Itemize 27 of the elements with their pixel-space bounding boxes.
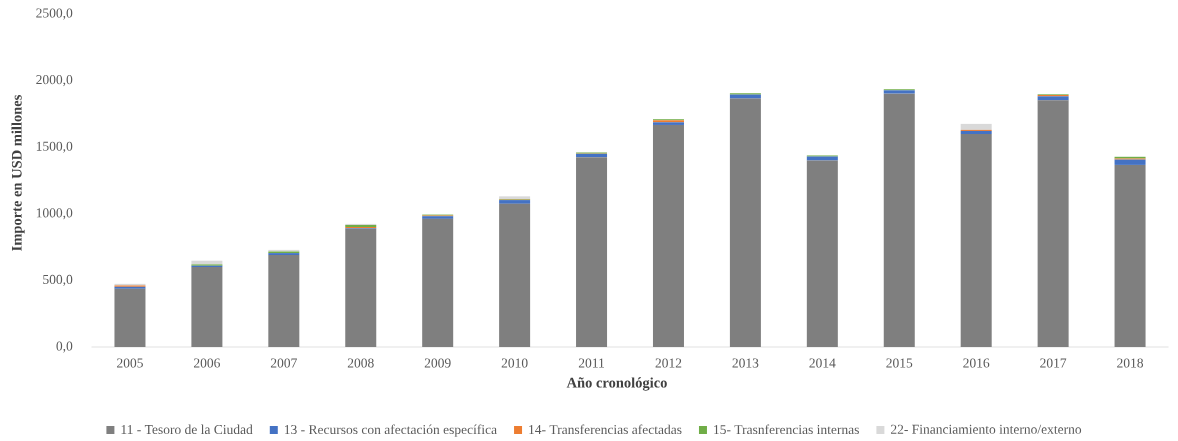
- x-tick-label: 2016: [963, 358, 990, 368]
- x-tick-label: 2018: [1117, 358, 1144, 368]
- x-tick-label: 2009: [424, 358, 451, 368]
- y-tick-label: 500,0: [43, 274, 73, 286]
- x-tick-label: 2008: [347, 358, 374, 368]
- x-tick-label: 2015: [886, 358, 913, 368]
- x-tick-label: 2005: [117, 358, 143, 368]
- x-tick-label: 2006: [193, 358, 220, 368]
- x-tick-label: 2007: [270, 358, 297, 368]
- x-tick-label: 2013: [732, 358, 759, 368]
- x-tick-label: 2012: [655, 358, 682, 368]
- y-tick-label: 2000,0: [36, 75, 73, 87]
- y-tick-label: 2500,0: [36, 8, 73, 20]
- x-tick-label: 2010: [501, 358, 528, 368]
- legend-label: 14- Transferencias afectadas: [529, 424, 682, 435]
- legend-label: 15- Trasnferencias internas: [714, 424, 859, 435]
- x-tick-label: 2017: [1040, 358, 1067, 368]
- y-axis-title: Importe en USD millones: [11, 95, 25, 251]
- legend-label: 11 - Tesoro de la Ciudad: [121, 424, 253, 435]
- y-tick-label: 1500,0: [36, 141, 73, 153]
- y-tick-label: 1000,0: [36, 208, 73, 220]
- y-tick-label: 0,0: [56, 341, 73, 353]
- legend-label: 22- Financiamiento interno/externo: [890, 424, 1082, 434]
- x-axis-title: Año cronológico: [566, 377, 667, 391]
- x-tick-label: 2014: [809, 358, 836, 368]
- x-tick-label: 2011: [578, 358, 604, 368]
- legend-label: 13 - Recursos con afectación específica: [284, 424, 497, 437]
